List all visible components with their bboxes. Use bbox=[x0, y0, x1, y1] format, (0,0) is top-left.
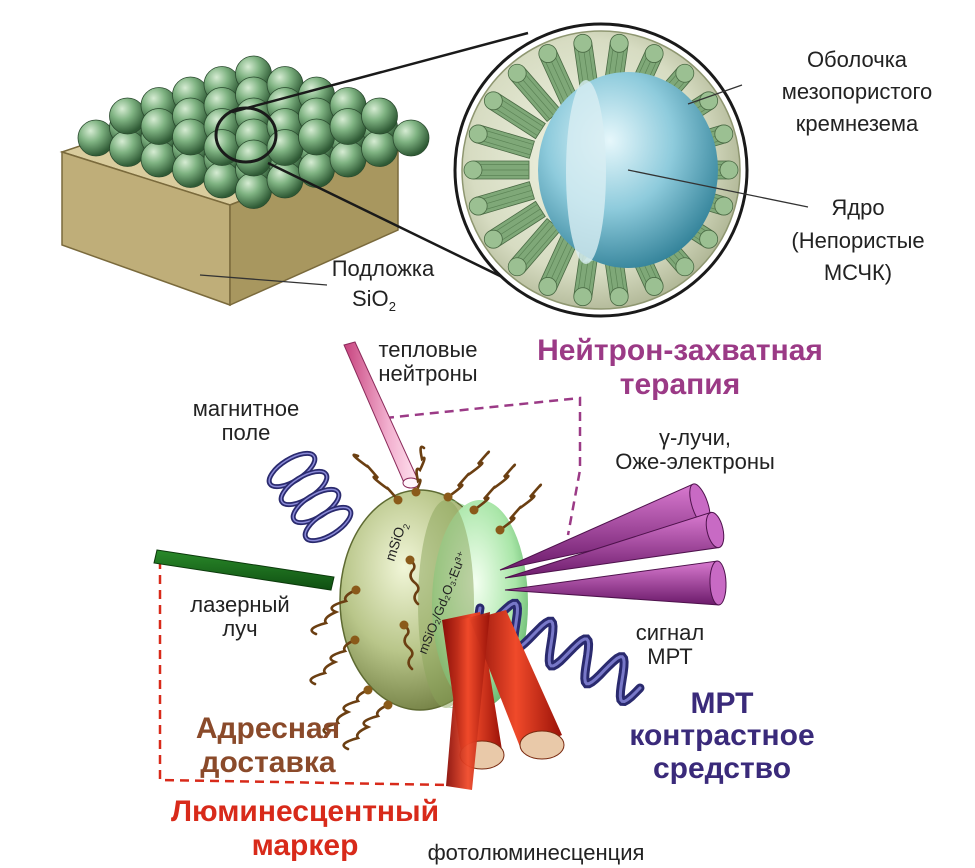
silica-sphere bbox=[172, 118, 209, 156]
silica-sphere bbox=[235, 172, 272, 209]
laser-beam bbox=[153, 549, 335, 591]
ligand-anchor bbox=[363, 685, 373, 695]
silica-sphere bbox=[77, 119, 115, 157]
shell-label-line2: мезопористого bbox=[782, 79, 932, 104]
cone-base bbox=[705, 511, 725, 549]
core-shell-particle bbox=[453, 22, 749, 318]
ligand-chain bbox=[309, 638, 357, 686]
ligand-chain bbox=[414, 445, 426, 494]
substrate-formula-sub: 2 bbox=[389, 299, 396, 314]
laser-line1: лазерный bbox=[190, 592, 289, 617]
core-label-line3: МСЧК) bbox=[824, 260, 892, 285]
substrate-label: Подложка bbox=[332, 256, 435, 281]
silica-sphere bbox=[329, 108, 367, 145]
gamma-line2: Оже-электроны bbox=[615, 449, 775, 474]
ligand-anchor bbox=[399, 620, 409, 630]
silica-sphere bbox=[172, 151, 209, 188]
substrate-formula: SiO2 bbox=[352, 286, 396, 314]
ligand-anchor bbox=[350, 635, 360, 645]
silica-sphere bbox=[109, 97, 146, 135]
mri-contrast-line1: МРТ bbox=[691, 687, 754, 720]
ligand-chain bbox=[352, 453, 400, 502]
magnetic-field-coil bbox=[266, 450, 354, 544]
targeted-delivery-line1: Адресная bbox=[196, 712, 340, 745]
ligand-chain bbox=[322, 688, 370, 736]
cone-base bbox=[709, 560, 727, 606]
ligand-chain bbox=[402, 623, 414, 671]
laser-line2: луч bbox=[222, 616, 257, 641]
mri-signal-wave-highlight bbox=[476, 601, 642, 704]
pointer-shell bbox=[687, 84, 743, 105]
silica-sphere bbox=[266, 161, 304, 199]
core-label-line2: (Непористые bbox=[791, 228, 924, 253]
silica-sphere bbox=[140, 108, 178, 145]
substrate-formula-main: SiO bbox=[352, 286, 389, 311]
ligand-chain bbox=[342, 703, 390, 751]
ligand-anchor bbox=[383, 700, 393, 710]
targeted-delivery-bracket bbox=[158, 560, 451, 787]
luminescent-marker-line1: Люминесцентный bbox=[171, 795, 439, 828]
photoluminescence-label: фотолюминесценция bbox=[428, 840, 645, 865]
pointer-core bbox=[627, 169, 809, 208]
core-label-line1: Ядро bbox=[831, 195, 884, 220]
ligand-anchor bbox=[443, 492, 453, 502]
silica-sphere bbox=[298, 118, 335, 156]
ligand-anchor bbox=[393, 495, 403, 505]
gamma-auger-emission bbox=[499, 483, 727, 606]
neutron-therapy-line2: терапия bbox=[620, 368, 740, 401]
silica-sphere bbox=[361, 130, 398, 167]
shell-label-line3: кремнезема bbox=[796, 111, 919, 136]
shell-label-line1: Оболочка bbox=[807, 47, 908, 72]
thermal-neutrons-line2: нейтроны bbox=[378, 361, 477, 386]
silica-sphere bbox=[203, 161, 241, 199]
mri-contrast-line3: средство bbox=[653, 752, 791, 785]
magnetic-field-line1: магнитное bbox=[193, 396, 300, 421]
silica-sphere bbox=[298, 151, 335, 188]
neutron-therapy-bracket bbox=[384, 396, 582, 536]
luminescent-marker-line2: маркер bbox=[252, 829, 359, 862]
ligand-chain bbox=[498, 483, 543, 532]
silica-sphere bbox=[235, 139, 272, 177]
neutron-therapy-line1: Нейтрон-захватная bbox=[537, 334, 823, 367]
photoluminescence-emission bbox=[442, 610, 565, 790]
thermal-neutrons-line1: тепловые bbox=[378, 337, 477, 362]
targeting-ligands bbox=[309, 445, 543, 751]
ligand-chain bbox=[310, 588, 358, 636]
magnetic-field-line2: поле bbox=[222, 420, 271, 445]
silica-sphere bbox=[361, 97, 398, 135]
zoom-line-top bbox=[231, 31, 529, 114]
thermal-neutron-beam bbox=[343, 341, 420, 489]
silica-sphere bbox=[140, 140, 178, 178]
ligand-anchor bbox=[469, 505, 479, 515]
zoom-highlight-ring bbox=[214, 106, 278, 164]
targeted-delivery-line2: доставка bbox=[200, 746, 335, 779]
ligand-chain bbox=[408, 558, 420, 606]
ligand-anchor bbox=[351, 585, 361, 595]
gamma-line1: γ-лучи, bbox=[659, 425, 731, 450]
silica-sphere bbox=[392, 119, 430, 157]
ligand-anchor bbox=[495, 525, 505, 535]
ligand-anchor bbox=[405, 555, 415, 565]
ligand-anchor bbox=[411, 487, 421, 497]
ligand-chain bbox=[472, 463, 517, 512]
pointer-substrate bbox=[199, 274, 328, 286]
mri-signal-line2: МРТ bbox=[647, 644, 692, 669]
mri-signal-line1: сигнал bbox=[636, 620, 705, 645]
ligand-chain bbox=[446, 450, 491, 499]
silica-sphere bbox=[109, 130, 146, 167]
silica-sphere bbox=[329, 140, 367, 178]
mri-contrast-line2: контрастное bbox=[629, 719, 814, 752]
